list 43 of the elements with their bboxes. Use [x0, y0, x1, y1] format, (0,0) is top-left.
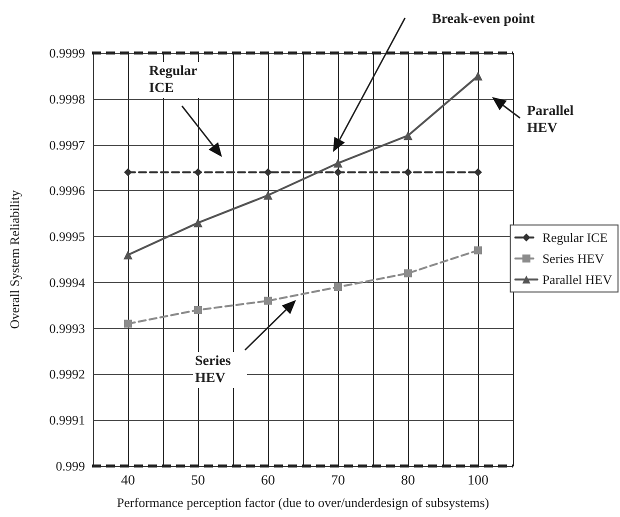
point: [334, 283, 342, 292]
point: [124, 168, 132, 176]
point: [124, 250, 132, 260]
point: [194, 168, 202, 176]
x-tick-label: 80: [401, 474, 415, 488]
point: [474, 168, 482, 176]
point: [264, 190, 272, 200]
x-tick-label: 40: [121, 474, 135, 488]
point: [334, 158, 342, 168]
point: [264, 168, 272, 176]
point: [264, 296, 272, 305]
point: [474, 246, 482, 254]
annotation: Regular ICE: [149, 64, 200, 96]
point: [404, 168, 412, 176]
y-tick-label: 0.9998: [49, 91, 85, 106]
y-tick-label: 0.9997: [49, 137, 86, 152]
y-tick-label: 0.999: [56, 458, 85, 474]
legend-label: Parallel HEV: [542, 272, 613, 287]
point: [194, 306, 202, 314]
x-axis-title: Performance perception factor (due to over/underdesign of subsystems): [116, 495, 490, 510]
x-tick-label: 100: [468, 474, 488, 488]
y-tick-label: 0.9992: [49, 366, 85, 382]
x-tick-label: 70: [331, 474, 345, 488]
y-tick-label: 0.9995: [49, 229, 85, 244]
x-tick-label: 50: [191, 474, 205, 488]
legend-label: Regular ICE: [542, 230, 608, 245]
annotation: Series HEV: [195, 354, 234, 386]
legend-label: Series HEV: [542, 251, 605, 266]
point: [194, 218, 202, 228]
y-tick-label: 0.9999: [49, 46, 85, 60]
y-tick-label: 0.9993: [49, 320, 85, 336]
point: [474, 71, 482, 80]
y-tick-label: 0.9991: [49, 412, 85, 428]
point: [404, 131, 412, 140]
y-tick-label: 0.9996: [49, 183, 86, 198]
point: [404, 269, 412, 278]
point: [334, 168, 342, 176]
text: Parallel HEV: [527, 104, 578, 136]
x-tick-label: 60: [261, 474, 275, 488]
y-tick-label: 0.9994: [49, 274, 86, 290]
text: Break-even point: [432, 12, 536, 27]
point: [124, 320, 132, 328]
y-axis-title: Overall System Reliability: [7, 190, 22, 329]
